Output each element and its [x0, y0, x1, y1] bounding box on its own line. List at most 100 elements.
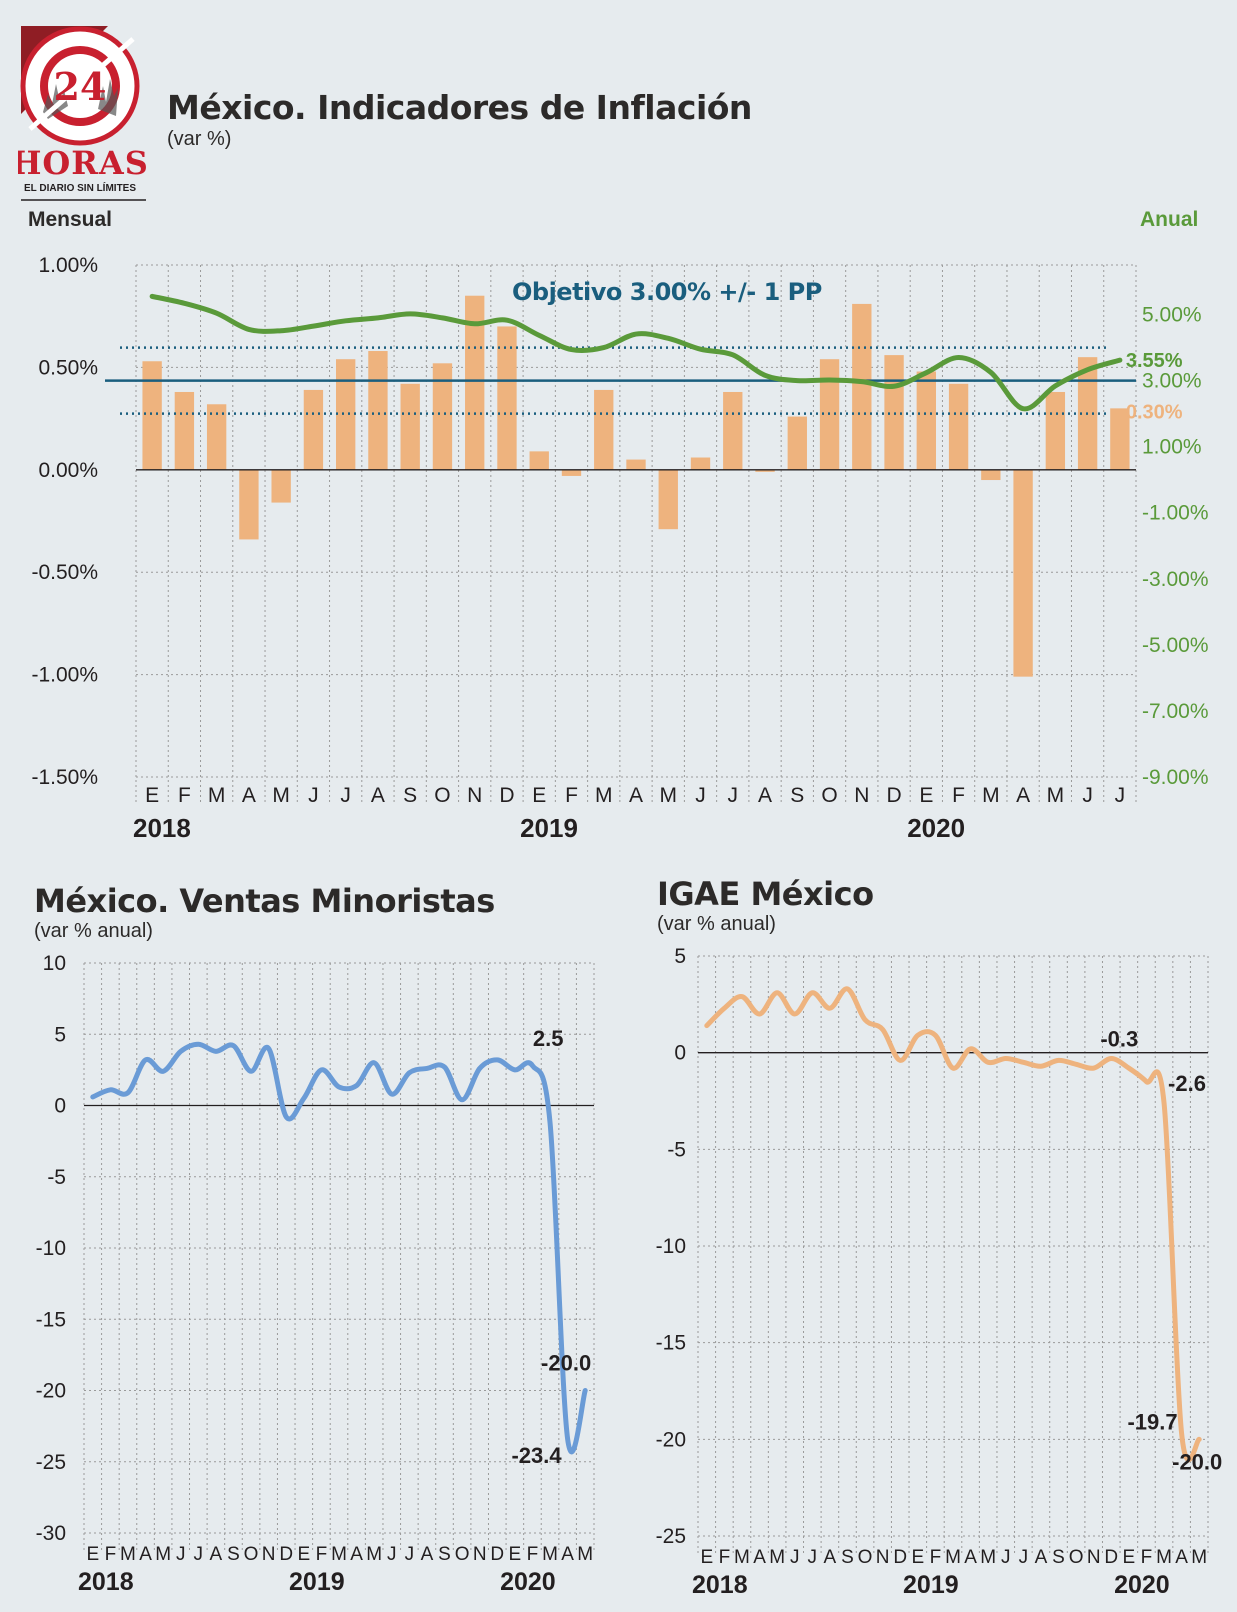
month-tick-label: M — [120, 1544, 136, 1565]
month-tick-label: D — [886, 784, 901, 807]
bar — [658, 469, 678, 530]
data-label: -19.7 — [1127, 1410, 1177, 1435]
y-tick-label: -30 — [36, 1522, 66, 1545]
y-tick-label: -15 — [36, 1308, 66, 1331]
bar — [174, 391, 195, 470]
right-tick-label: 1.00% — [1142, 436, 1202, 459]
month-tick-label: A — [824, 1547, 837, 1568]
month-tick-label: J — [387, 1544, 397, 1565]
month-tick-label: M — [660, 784, 678, 807]
month-tick-label: F — [316, 1544, 328, 1565]
igae-subtitle: (var % anual) — [657, 913, 776, 935]
month-tick-label: A — [242, 784, 256, 807]
month-tick-label: D — [893, 1547, 907, 1568]
month-tick-label: M — [769, 1547, 785, 1568]
year-label: 2020 — [500, 1568, 556, 1596]
month-tick-label: E — [145, 784, 159, 807]
month-tick-label: O — [1069, 1547, 1084, 1568]
month-tick-label: D — [499, 784, 514, 807]
left-tick-label: -1.50% — [31, 766, 98, 789]
month-tick-label: F — [527, 1544, 539, 1565]
y-tick-label: -15 — [656, 1332, 686, 1355]
month-tick-label: S — [1052, 1547, 1065, 1568]
month-tick-label: A — [1035, 1547, 1048, 1568]
y-tick-label: 5 — [54, 1023, 66, 1046]
bar — [400, 383, 420, 470]
month-tick-label: M — [595, 784, 613, 807]
logo-name: HORAS — [18, 144, 148, 182]
right-axis-label: Anual — [1140, 208, 1199, 231]
retail-sales-line — [90, 1041, 588, 1454]
month-tick-label: A — [629, 784, 643, 807]
igae-line — [704, 986, 1202, 1463]
month-tick-label: E — [1123, 1547, 1136, 1568]
y-tick-label: -20 — [36, 1380, 66, 1403]
logo-tagline: EL DIARIO SIN LÍMITES — [24, 181, 136, 194]
inflation-chart: 1.00% 0.50% 0.00% -0.50% -1.00% -1.50% 5.00% 3.… — [31, 254, 1209, 843]
month-tick-label: S — [841, 1547, 854, 1568]
y-tick-label: 0 — [54, 1095, 66, 1118]
month-tick-label: A — [753, 1547, 766, 1568]
month-tick-label: J — [1082, 784, 1093, 807]
right-tick-label: -5.00% — [1142, 634, 1209, 657]
y-tick-label: -5 — [47, 1166, 66, 1189]
month-tick-label: O — [434, 784, 450, 807]
month-tick-label: N — [473, 1544, 487, 1565]
month-tick-label: D — [1104, 1547, 1118, 1568]
month-tick-label: M — [1191, 1547, 1207, 1568]
month-tick-label: M — [331, 1544, 347, 1565]
bar — [368, 351, 388, 470]
bar — [239, 469, 259, 540]
month-tick-label: N — [854, 784, 869, 807]
month-tick-label: J — [1115, 784, 1126, 807]
year-label: 2020 — [1114, 1571, 1170, 1599]
month-tick-label: F — [565, 784, 578, 807]
bar — [432, 363, 453, 470]
month-tick-label: A — [758, 784, 772, 807]
month-tick-label: M — [1156, 1547, 1172, 1568]
month-tick-label: A — [1016, 784, 1030, 807]
month-tick-label: F — [930, 1547, 942, 1568]
month-tick-label: O — [244, 1544, 259, 1565]
month-tick-label: F — [719, 1547, 731, 1568]
bar — [1045, 391, 1066, 470]
month-tick-label: N — [262, 1544, 276, 1565]
bar — [561, 469, 582, 476]
month-tick-label: F — [105, 1544, 117, 1565]
y-tick-label: -5 — [667, 1138, 686, 1161]
month-tick-label: A — [371, 784, 385, 807]
year-label: 2018 — [78, 1568, 134, 1596]
y-tick-label: -25 — [656, 1525, 686, 1548]
left-tick-label: 0.50% — [38, 356, 98, 379]
bar — [981, 469, 1001, 481]
bar — [336, 359, 356, 470]
month-tick-label: M — [542, 1544, 558, 1565]
month-tick-label: M — [734, 1547, 750, 1568]
month-tick-label: F — [178, 784, 191, 807]
month-tick-label: E — [919, 784, 933, 807]
right-tick-label: 5.00% — [1142, 304, 1202, 327]
month-tick-label: E — [86, 1544, 99, 1565]
month-tick-label: J — [176, 1544, 186, 1565]
retail-subtitle: (var % anual) — [34, 920, 153, 942]
retail-title: México. Ventas Minoristas — [34, 882, 495, 920]
bar — [206, 404, 227, 470]
month-tick-label: J — [695, 784, 706, 807]
data-label: -20.0 — [1172, 1449, 1222, 1474]
month-tick-label: N — [876, 1547, 890, 1568]
year-label: 2018 — [692, 1571, 748, 1599]
monthly-last-value: 0.30% — [1126, 401, 1183, 423]
bar — [594, 389, 614, 470]
data-label: 2.5 — [533, 1026, 564, 1051]
y-tick-label: -25 — [36, 1451, 66, 1474]
month-tick-label: E — [700, 1547, 713, 1568]
data-label: -23.4 — [511, 1443, 562, 1468]
data-label: -2.6 — [1168, 1071, 1206, 1096]
bar — [465, 295, 485, 470]
bar — [916, 371, 936, 470]
bar — [723, 391, 743, 470]
month-tick-label: M — [155, 1544, 171, 1565]
month-tick-label: A — [421, 1544, 434, 1565]
month-tick-label: M — [1047, 784, 1065, 807]
annual-inflation-line — [149, 293, 1123, 412]
